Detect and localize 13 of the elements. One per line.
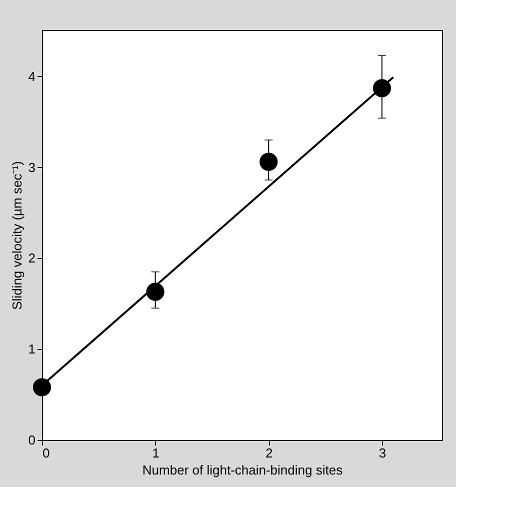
point xyxy=(32,378,52,396)
y-tick-label: 3 xyxy=(28,160,36,175)
y-tick-label: 2 xyxy=(28,250,36,266)
point xyxy=(260,152,278,171)
x-tick-label: 3 xyxy=(378,446,386,460)
y-tick-label: 1 xyxy=(28,342,36,357)
x-tick-label: 0 xyxy=(42,446,50,460)
y-axis-title: Sliding velocity (µm sec⁻¹) xyxy=(9,161,24,310)
y-tick-label: 0 xyxy=(28,432,36,448)
x-tick-label: 1 xyxy=(152,446,160,460)
x-axis-title: Number of light-chain-binding sites xyxy=(142,462,344,478)
x-tick-label: 2 xyxy=(266,446,273,460)
y-tick-label: 4 xyxy=(28,68,36,84)
